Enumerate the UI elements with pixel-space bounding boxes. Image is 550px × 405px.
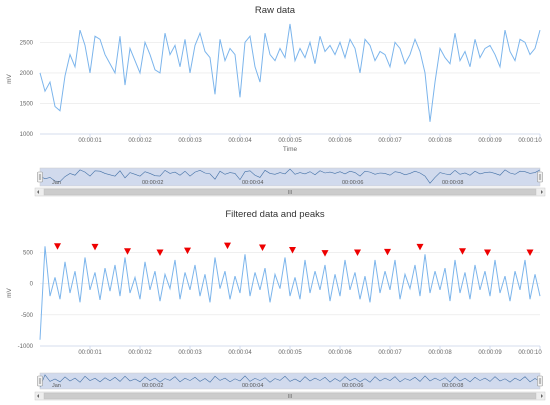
chart-title-filtered: Filtered data and peaks bbox=[225, 209, 325, 220]
raw-x-axis: 00:00:01 00:00:02 00:00:03 00:00:04 00:00:05… bbox=[40, 133, 542, 144]
peak-marker bbox=[289, 246, 296, 254]
peak-marker bbox=[91, 243, 99, 251]
x-tick-label: 00:00:02 bbox=[128, 138, 152, 144]
raw-grid bbox=[40, 42, 540, 135]
peak-marker bbox=[484, 249, 491, 256]
y-tick-label: 2500 bbox=[20, 40, 34, 46]
navigator-mask[interactable] bbox=[39, 167, 541, 187]
peak-marker bbox=[124, 248, 131, 255]
scroll-right-arrow-icon[interactable] bbox=[541, 190, 543, 194]
filtered-y-axis: -1000 -500 0 500 bbox=[18, 250, 34, 350]
x-tick-label: 00:00:08 bbox=[428, 138, 452, 144]
peak-marker bbox=[259, 244, 266, 251]
peak-marker bbox=[224, 242, 231, 250]
x-tick-label: 00:00:06 bbox=[328, 350, 352, 356]
scroll-right-arrow-icon[interactable] bbox=[541, 394, 543, 398]
raw-y-axis-label: mV bbox=[6, 73, 13, 83]
navigator-handle[interactable] bbox=[537, 171, 543, 183]
raw-y-axis: 1000 1500 2000 2500 bbox=[20, 40, 34, 138]
navigator-handle[interactable] bbox=[37, 375, 43, 387]
peak-marker bbox=[54, 243, 61, 250]
x-tick-label: 00:00:05 bbox=[278, 350, 302, 356]
x-tick-label: 00:00:04 bbox=[228, 350, 252, 356]
y-tick-label: 500 bbox=[23, 250, 34, 256]
x-tick-label: 00:00:09 bbox=[478, 138, 502, 144]
x-tick-label: 00:00:01 bbox=[78, 350, 102, 356]
filtered-series-line bbox=[39, 246, 541, 340]
x-tick-label: 00:00:05 bbox=[278, 138, 302, 144]
navigator-label: 00:00:04 bbox=[242, 180, 263, 186]
raw-x-axis-label: Time bbox=[283, 146, 298, 153]
y-tick-label: -500 bbox=[21, 313, 34, 319]
filtered-y-axis-label: mV bbox=[6, 287, 13, 297]
peak-marker bbox=[156, 249, 164, 256]
peak-marker bbox=[459, 248, 466, 255]
peak-marker bbox=[321, 250, 329, 257]
chart-title-raw: Raw data bbox=[254, 5, 296, 16]
navigator-label: 00:00:06 bbox=[342, 180, 363, 186]
x-tick-label: 00:00:08 bbox=[428, 350, 452, 356]
navigator-label: 00:00:02 bbox=[142, 180, 163, 186]
navigator-label: 00:00:06 bbox=[342, 383, 363, 389]
x-tick-label: 00:00:06 bbox=[328, 138, 352, 144]
x-tick-label: 00:00:10 bbox=[518, 350, 542, 356]
raw-navigator[interactable]: Jan 00:00:02 00:00:04 00:00:06 00:00:08 bbox=[34, 167, 546, 197]
scroll-left-arrow-icon[interactable] bbox=[37, 394, 39, 398]
navigator-label: 00:00:02 bbox=[142, 383, 163, 389]
filtered-x-axis: 00:00:01 00:00:02 00:00:03 00:00:04 00:00:05… bbox=[40, 345, 542, 356]
y-tick-label: 2000 bbox=[20, 71, 34, 77]
navigator-series bbox=[39, 168, 541, 184]
x-tick-label: 00:00:03 bbox=[178, 350, 202, 356]
peak-marker bbox=[384, 248, 391, 256]
navigator-series bbox=[39, 374, 541, 388]
y-tick-label: 1000 bbox=[20, 132, 34, 138]
x-tick-label: 00:00:09 bbox=[478, 350, 502, 356]
scroll-left-arrow-icon[interactable] bbox=[37, 190, 39, 194]
x-tick-label: 00:00:10 bbox=[518, 138, 542, 144]
navigator-label: 00:00:04 bbox=[242, 383, 263, 389]
x-tick-label: 00:00:01 bbox=[78, 138, 102, 144]
peak-marker bbox=[354, 249, 361, 256]
x-tick-label: 00:00:04 bbox=[228, 138, 252, 144]
navigator-handle[interactable] bbox=[37, 171, 43, 183]
y-tick-label: 0 bbox=[30, 282, 34, 288]
raw-series-line bbox=[39, 23, 541, 122]
x-tick-label: 00:00:07 bbox=[378, 350, 402, 356]
peak-marker bbox=[184, 247, 191, 255]
peak-marker bbox=[416, 243, 424, 251]
filtered-navigator[interactable]: Jan 00:00:02 00:00:04 00:00:06 00:00:08 bbox=[34, 372, 546, 401]
navigator-label: 00:00:08 bbox=[442, 383, 463, 389]
navigator-handle[interactable] bbox=[537, 375, 543, 387]
x-tick-label: 00:00:02 bbox=[128, 350, 152, 356]
y-tick-label: -1000 bbox=[18, 344, 34, 350]
peak-marker bbox=[526, 249, 534, 256]
y-tick-label: 1500 bbox=[20, 101, 34, 107]
navigator-label: 00:00:08 bbox=[442, 180, 463, 186]
x-tick-label: 00:00:07 bbox=[378, 138, 402, 144]
navigator-label: Jan bbox=[52, 383, 61, 389]
navigator-label: Jan bbox=[52, 180, 61, 186]
peak-markers bbox=[54, 242, 534, 257]
x-tick-label: 00:00:03 bbox=[178, 138, 202, 144]
